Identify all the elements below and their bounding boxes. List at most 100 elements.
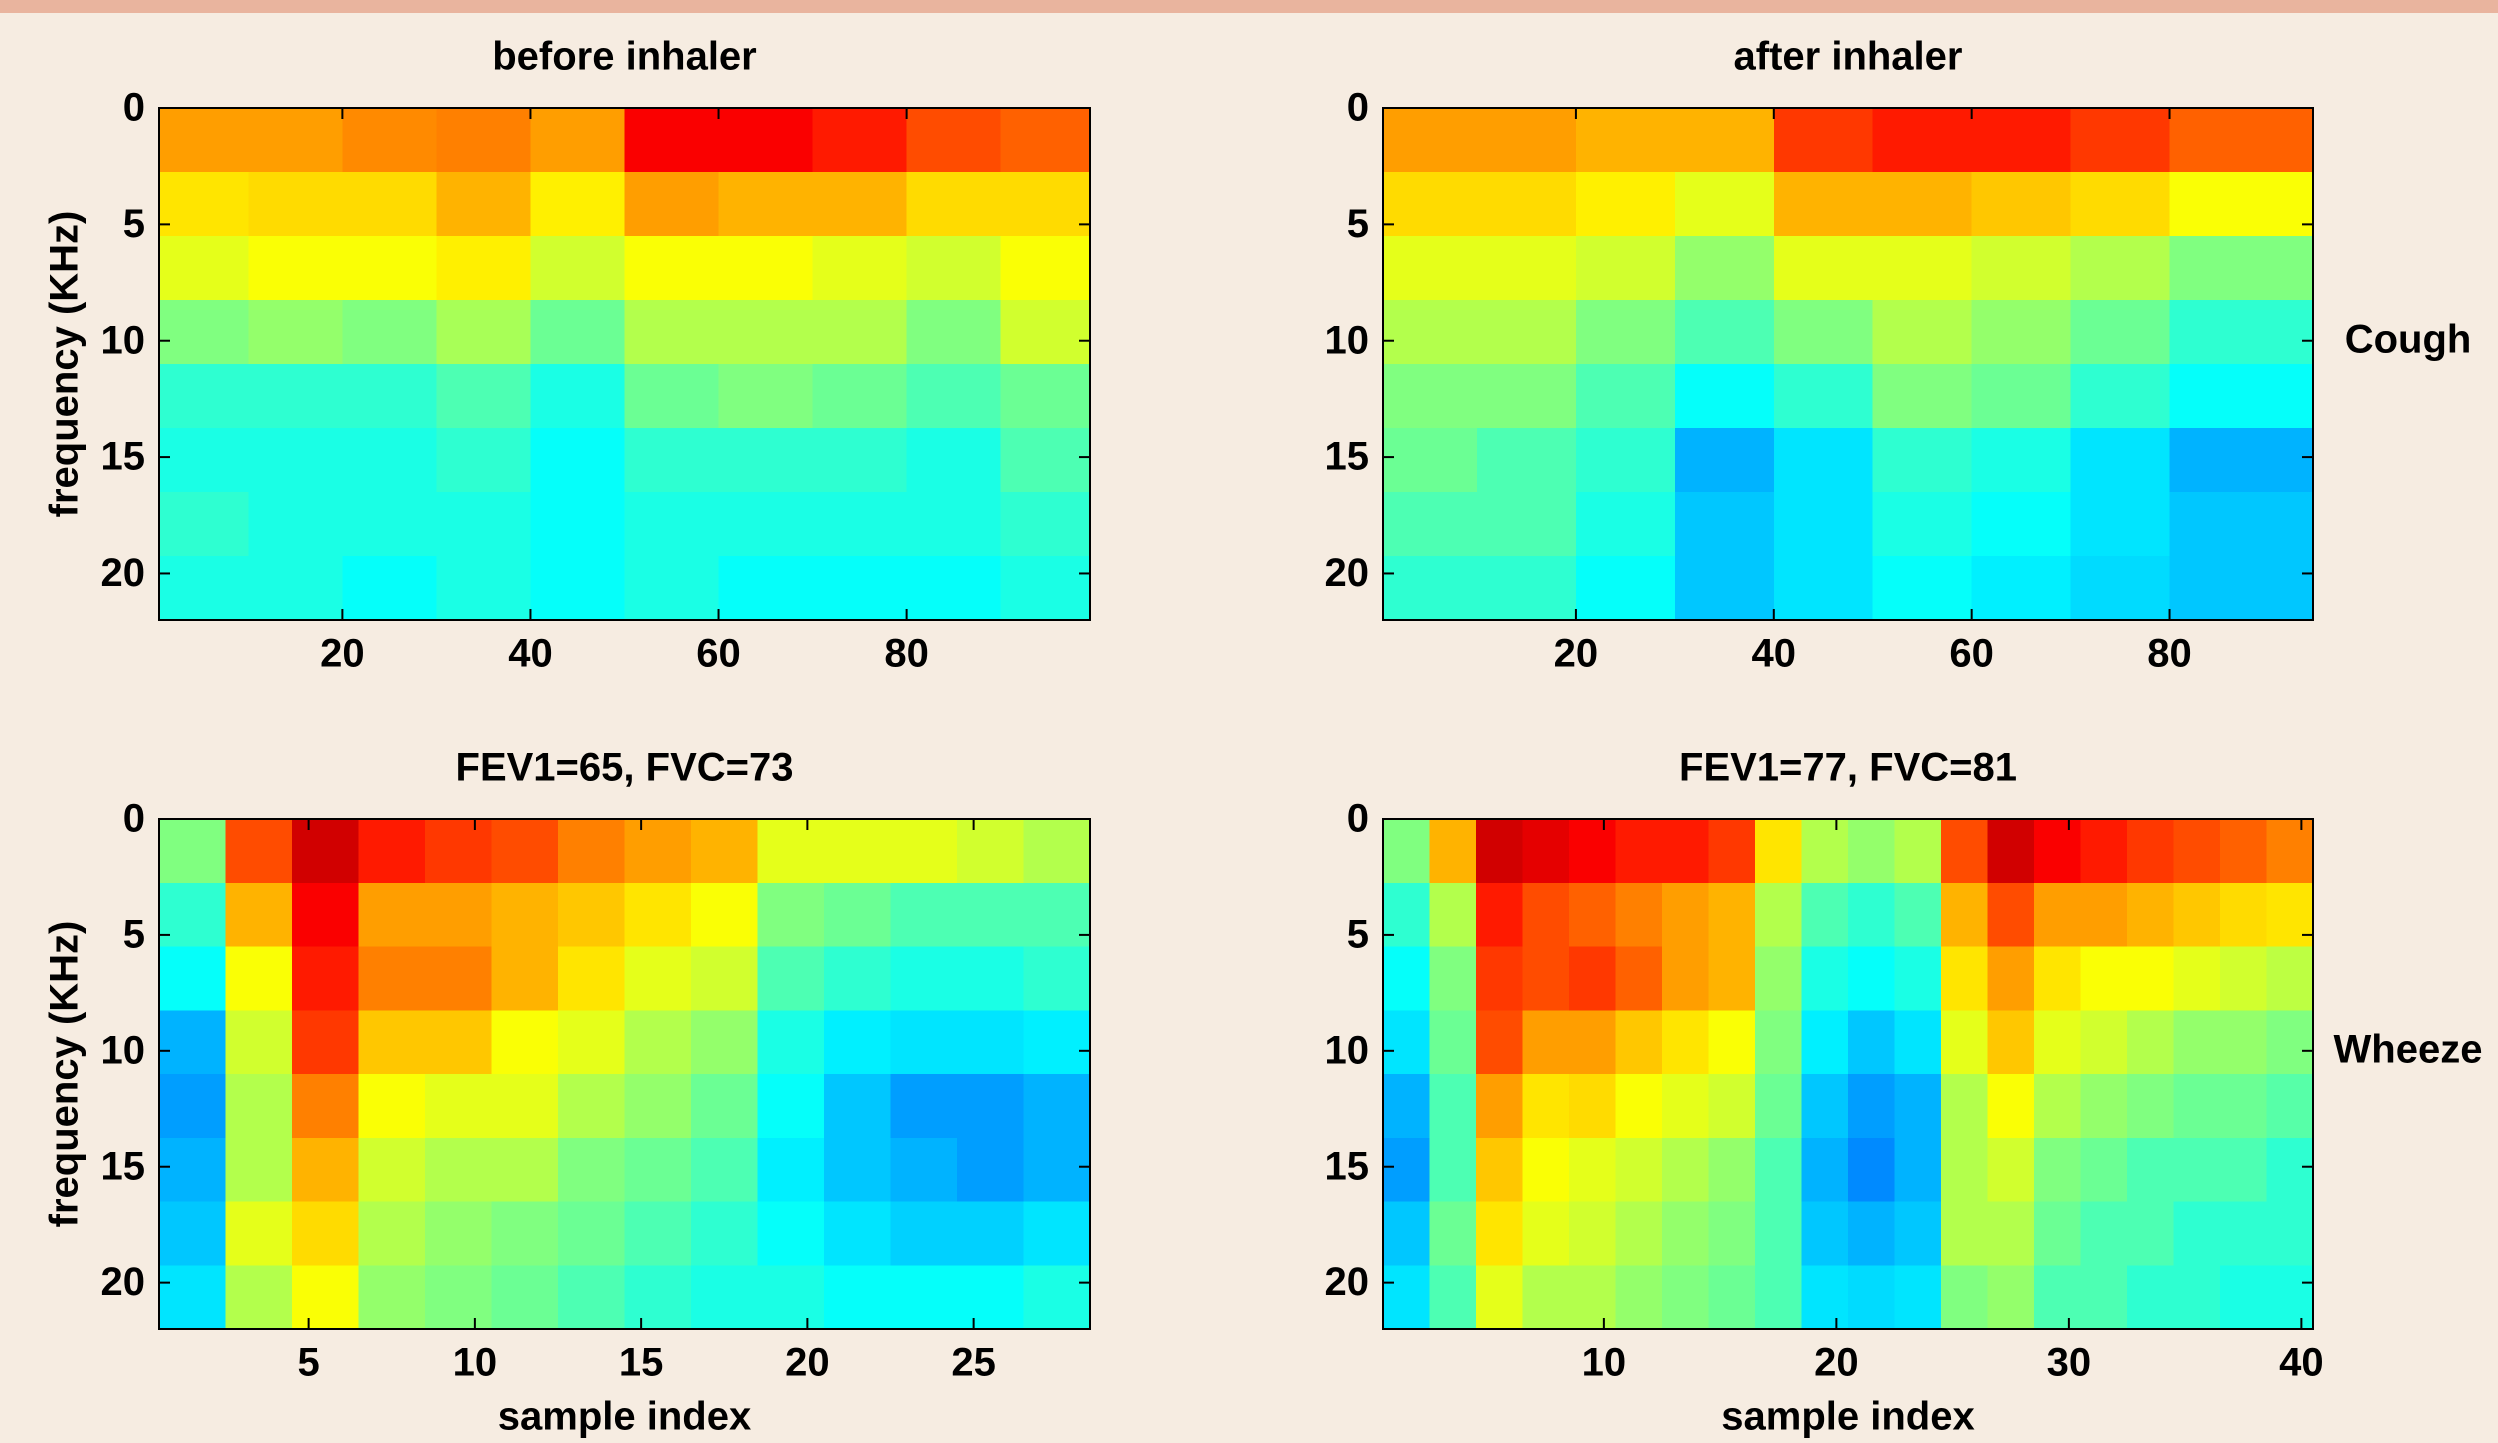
heatmap-cell [558, 946, 626, 1011]
heatmap-cell [1872, 428, 1973, 493]
heatmap-cell [1971, 364, 2072, 429]
heatmap-cell [2266, 1265, 2314, 1330]
heatmap-cell [425, 1010, 493, 1075]
heatmap-cell [1476, 428, 1577, 493]
heatmap-cell [957, 1265, 1025, 1330]
heatmap-cell [1987, 1201, 2035, 1266]
heatmap-cell [2127, 1074, 2175, 1139]
heatmap-cell [812, 428, 908, 493]
heatmap-cell [225, 1265, 293, 1330]
x-tick-label: 25 [951, 1341, 996, 1385]
heatmap-cell [2266, 946, 2314, 1011]
heatmap-cell [1755, 946, 1803, 1011]
heatmap-cell [2173, 1201, 2221, 1266]
heatmap-cell [1023, 1074, 1091, 1139]
heatmap-cell [425, 1201, 493, 1266]
heatmap-cell [425, 882, 493, 948]
heatmap-cell [1569, 882, 1617, 948]
heatmap-cell [1773, 492, 1874, 557]
heatmap-cell [342, 236, 438, 301]
heatmap-cell [358, 882, 426, 948]
heatmap-cell [425, 1074, 493, 1139]
x-tick-label: 5 [298, 1341, 320, 1385]
heatmap-cell [358, 946, 426, 1011]
heatmap-cell [906, 364, 1002, 429]
heatmap-cell [2169, 108, 2314, 173]
heatmap-cell [624, 1074, 692, 1139]
heatmap-cell [2070, 236, 2171, 301]
heatmap-cell [1615, 946, 1663, 1011]
heatmap-cell [292, 946, 360, 1011]
heatmap-cell [491, 946, 559, 1011]
heatmap-cell [624, 300, 720, 365]
y-tick-label: 10 [101, 1028, 146, 1072]
heatmap-cell [957, 882, 1025, 948]
heatmap-cell [1971, 108, 2072, 173]
heatmap-cell [1801, 1074, 1849, 1139]
heatmap-cell [624, 819, 692, 884]
heatmap-cell [1941, 946, 1989, 1011]
heatmap-cell [757, 1010, 825, 1075]
heatmap-cell [824, 1201, 892, 1266]
heatmap-cell [1801, 1010, 1849, 1075]
heatmap-cell [957, 1010, 1025, 1075]
heatmap-cell [2266, 1074, 2314, 1139]
heatmap-cell [530, 236, 626, 301]
x-tick-label: 10 [453, 1341, 498, 1385]
heatmap-cell [1801, 882, 1849, 948]
heatmap-cell [957, 1137, 1025, 1203]
heatmap-cell [2034, 1201, 2082, 1266]
x-tick-label: 15 [619, 1341, 664, 1385]
heatmap-cell [718, 300, 814, 365]
heatmap-cell [225, 1137, 293, 1203]
heatmap-cell [1000, 300, 1091, 365]
axes-frame [1382, 818, 2314, 1330]
heatmap-cell [1383, 1074, 1431, 1139]
heatmap-cell [1848, 1201, 1896, 1266]
heatmap-cell [2034, 946, 2082, 1011]
heatmap-cell [1383, 172, 1478, 237]
heatmap-cell [342, 364, 438, 429]
heatmap-cell [1662, 819, 1710, 884]
heatmap-cell [890, 1137, 958, 1203]
heatmap-cell [1000, 236, 1091, 301]
heatmap-cell [812, 556, 908, 621]
heatmap-cell [2070, 428, 2171, 493]
heatmap-cell [890, 1074, 958, 1139]
heatmap-cell [2034, 1137, 2082, 1203]
heatmap-cell [691, 1201, 759, 1266]
heatmap-cell [159, 1010, 227, 1075]
heatmap-cell [425, 819, 493, 884]
heatmap-cell [812, 236, 908, 301]
y-tick-label: 0 [1347, 797, 1369, 841]
x-tick-label: 80 [2147, 632, 2192, 676]
heatmap-cell [691, 819, 759, 884]
y-tick-label: 15 [101, 435, 146, 479]
heatmap-cell [2127, 1010, 2175, 1075]
heatmap-cell [691, 1265, 759, 1330]
heatmap-cell [530, 556, 626, 621]
axes-frame [1382, 107, 2314, 621]
heatmap-cell [159, 946, 227, 1011]
heatmap-cell [436, 428, 532, 493]
heatmap-cell [691, 1137, 759, 1203]
heatmap-cell [558, 1010, 626, 1075]
heatmap-cell [906, 428, 1002, 493]
heatmap-cell [425, 1137, 493, 1203]
heatmap-cell [2080, 882, 2128, 948]
heatmap-cell [292, 882, 360, 948]
heatmap-cell [1755, 1074, 1803, 1139]
heatmap-cell [890, 946, 958, 1011]
heatmap-cell [718, 108, 814, 173]
heatmap-cell [624, 1010, 692, 1075]
heatmap-cell [1429, 1137, 1477, 1203]
heatmap-cell [890, 1265, 958, 1330]
heatmap-cell [1755, 1137, 1803, 1203]
heatmap-cell [248, 364, 343, 429]
heatmap-cell [1429, 819, 1477, 884]
heatmap-cell [358, 1201, 426, 1266]
heatmap-cell [2266, 1137, 2314, 1203]
heatmap-cell [1569, 1010, 1617, 1075]
heatmap-cell [824, 1265, 892, 1330]
heatmap-cell [1615, 1137, 1663, 1203]
